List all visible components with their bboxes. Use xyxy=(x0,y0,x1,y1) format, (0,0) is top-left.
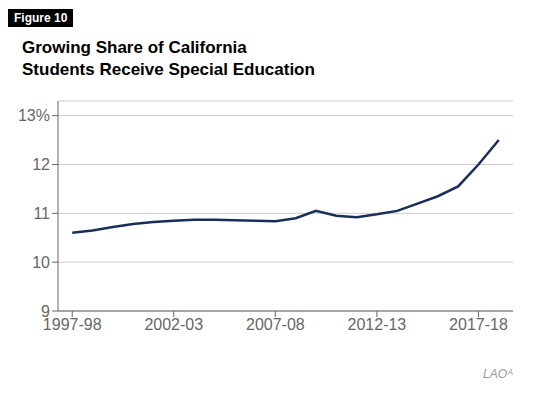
html-text:Students Receive Special Educa: Students Receive Special Education xyxy=(22,60,315,79)
svg-text:9: 9 xyxy=(41,303,50,320)
svg-text:12: 12 xyxy=(32,156,50,173)
svg-text:1997-98: 1997-98 xyxy=(43,316,102,333)
svg-text:11: 11 xyxy=(33,205,50,222)
svg-text:2002-03: 2002-03 xyxy=(144,316,203,333)
svg-text:10: 10 xyxy=(32,254,50,271)
html-text:LAOᴬ: LAOᴬ xyxy=(483,367,513,381)
svg-text:2012-13: 2012-13 xyxy=(348,316,407,333)
svg-text:2007-08: 2007-08 xyxy=(246,316,305,333)
html-text:Figure 10: Figure 10 xyxy=(14,11,68,25)
svg-text:2017-18: 2017-18 xyxy=(449,316,508,333)
html-text:Growing Share of California: Growing Share of California xyxy=(22,38,247,57)
svg-text:13%: 13% xyxy=(18,107,50,124)
